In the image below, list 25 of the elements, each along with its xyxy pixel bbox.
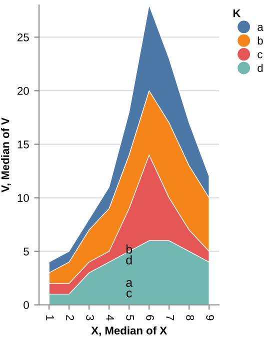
legend-title: K [233, 9, 241, 18]
legend-label: a [258, 24, 264, 31]
x-tick-label: 8 [186, 315, 194, 320]
legend-label: d [258, 64, 263, 72]
y-tick-label: 10 [18, 194, 29, 202]
y-tick-label: 15 [18, 140, 29, 148]
legend-label: c [258, 52, 262, 58]
annotation: a [126, 280, 133, 287]
annotation: c [126, 290, 132, 298]
x-tick-label: 6 [146, 315, 154, 320]
annotation: d [126, 255, 132, 264]
x-tick-label: 1 [46, 315, 54, 320]
y-axis-title: V, Median of V [1, 118, 11, 192]
x-tick-label: 3 [86, 315, 94, 320]
x-tick-label: 9 [206, 315, 214, 320]
x-tick-label: 2 [66, 315, 74, 320]
x-tick-label: 4 [106, 314, 114, 320]
y-tick-label: 20 [18, 86, 29, 95]
y-tick-label: 5 [24, 248, 29, 256]
x-tick-label: 7 [166, 315, 174, 320]
legend-label: b [258, 36, 263, 45]
x-axis-title: X, Median of X [91, 326, 167, 336]
x-tick-label: 5 [126, 315, 134, 320]
y-tick-label: 0 [24, 301, 29, 310]
y-tick-label: 25 [18, 33, 29, 42]
